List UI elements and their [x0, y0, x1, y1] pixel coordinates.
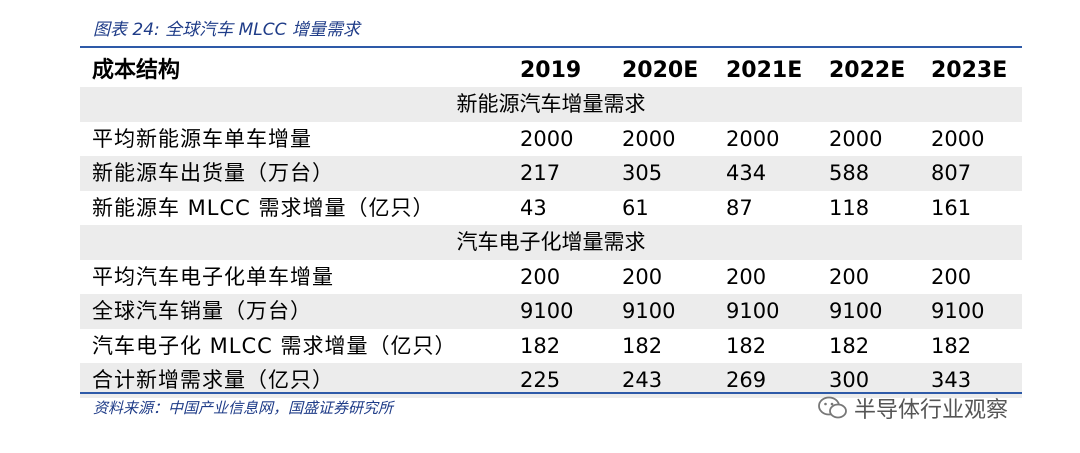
value-cell: 343: [931, 368, 972, 392]
top-rule: [80, 46, 1022, 48]
value-cell: 61: [622, 195, 649, 220]
row-label: 全球汽车销量（万台）: [92, 299, 312, 323]
watermark-text: 半导体行业观察: [854, 398, 1009, 423]
value-cell: 2000: [829, 126, 883, 151]
source: 资料来源：中国产业信息网，国盛证券研究所: [93, 399, 394, 417]
value-cell: 2000: [726, 126, 780, 151]
value-cell: 182: [829, 333, 870, 358]
data-row: 平均新能源车单车增量 2000 2000 2000 2000 2000: [80, 122, 1022, 157]
data-row: 合计新增需求量（亿只） 225 243 269 300 343: [80, 363, 1022, 398]
header-cell: 2020E: [622, 58, 699, 83]
value-cell: 807: [931, 161, 972, 185]
value-cell: 200: [622, 264, 663, 289]
wechat-icon: [818, 396, 847, 419]
value-cell: 9100: [931, 299, 985, 323]
value-cell: 200: [726, 264, 767, 289]
data-row: 汽车电子化 MLCC 需求增量（亿只） 182 182 182 182 182: [80, 329, 1022, 364]
value-cell: 200: [520, 264, 561, 289]
value-cell: 300: [829, 368, 870, 392]
value-cell: 217: [520, 161, 561, 185]
value-cell: 161: [931, 195, 972, 220]
caption: 图表 24: 全球汽车 MLCC 增量需求: [93, 20, 360, 40]
data-row: 新能源车 MLCC 需求增量（亿只） 43 61 87 118 161: [80, 191, 1022, 226]
watermark: 半导体行业观察: [818, 392, 1008, 424]
header-row: 成本结构 2019 2020E 2021E 2022E 2023E: [80, 55, 1022, 87]
value-cell: 200: [829, 264, 870, 289]
section-row: 新能源汽车增量需求: [80, 87, 1022, 122]
value-cell: 9100: [829, 299, 883, 323]
header-cell: 2019: [520, 58, 582, 83]
value-cell: 305: [622, 161, 663, 185]
value-cell: 182: [726, 333, 767, 358]
row-label: 新能源车出货量（万台）: [92, 161, 334, 185]
row-label: 汽车电子化 MLCC 需求增量（亿只）: [92, 333, 457, 358]
header-cell: 2021E: [726, 58, 803, 83]
header-cell: 成本结构: [92, 58, 181, 83]
data-row: 新能源车出货量（万台） 217 305 434 588 807: [80, 156, 1022, 191]
value-cell: 2000: [622, 126, 676, 151]
value-cell: 2000: [520, 126, 574, 151]
header-cell: 2023E: [931, 58, 1008, 83]
value-cell: 9100: [622, 299, 676, 323]
value-cell: 200: [931, 264, 972, 289]
value-cell: 243: [622, 368, 663, 392]
value-cell: 118: [829, 195, 870, 220]
bottom-rule: [80, 392, 1022, 394]
section-title: 汽车电子化增量需求: [456, 230, 646, 254]
value-cell: 588: [829, 161, 870, 185]
row-label: 新能源车 MLCC 需求增量（亿只）: [92, 195, 435, 220]
value-cell: 225: [520, 368, 561, 392]
value-cell: 434: [726, 161, 767, 185]
value-cell: 269: [726, 368, 767, 392]
value-cell: 182: [931, 333, 972, 358]
data-row: 全球汽车销量（万台） 9100 9100 9100 9100 9100: [80, 294, 1022, 329]
value-cell: 9100: [726, 299, 780, 323]
row-label: 合计新增需求量（亿只）: [92, 368, 334, 392]
value-cell: 87: [726, 195, 753, 220]
value-cell: 2000: [931, 126, 985, 151]
value-cell: 182: [622, 333, 663, 358]
value-cell: 9100: [520, 299, 574, 323]
section-title: 新能源汽车增量需求: [456, 92, 646, 116]
value-cell: 43: [520, 195, 547, 220]
value-cell: 182: [520, 333, 561, 358]
section-row: 汽车电子化增量需求: [80, 225, 1022, 260]
row-label: 平均新能源车单车增量: [92, 126, 312, 151]
data-row: 平均汽车电子化单车增量 200 200 200 200 200: [80, 260, 1022, 295]
header-cell: 2022E: [829, 58, 906, 83]
row-label: 平均汽车电子化单车增量: [92, 264, 334, 289]
